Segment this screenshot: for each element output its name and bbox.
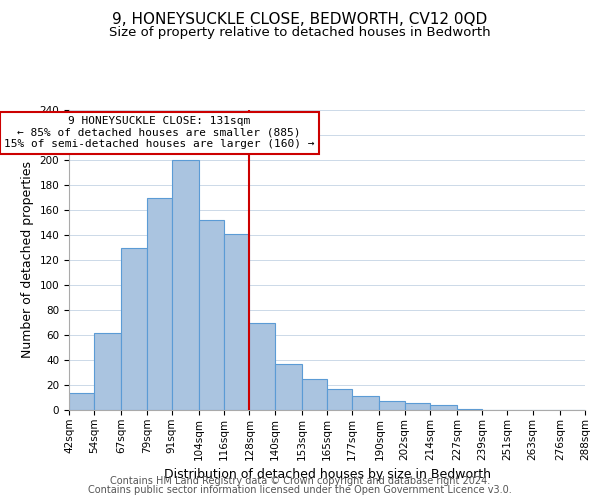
- Bar: [121, 248, 146, 410]
- Bar: [302, 379, 327, 410]
- Bar: [224, 234, 250, 410]
- Bar: [250, 322, 275, 410]
- Bar: [327, 389, 352, 410]
- X-axis label: Distribution of detached houses by size in Bedworth: Distribution of detached houses by size …: [163, 468, 491, 481]
- Text: 9, HONEYSUCKLE CLOSE, BEDWORTH, CV12 0QD: 9, HONEYSUCKLE CLOSE, BEDWORTH, CV12 0QD: [112, 12, 488, 28]
- Text: Contains HM Land Registry data © Crown copyright and database right 2024.: Contains HM Land Registry data © Crown c…: [110, 476, 490, 486]
- Bar: [94, 332, 121, 410]
- Bar: [172, 160, 199, 410]
- Y-axis label: Number of detached properties: Number of detached properties: [21, 162, 34, 358]
- Bar: [199, 220, 224, 410]
- Text: 9 HONEYSUCKLE CLOSE: 131sqm
← 85% of detached houses are smaller (885)
15% of se: 9 HONEYSUCKLE CLOSE: 131sqm ← 85% of det…: [4, 116, 314, 150]
- Bar: [69, 392, 94, 410]
- Text: Size of property relative to detached houses in Bedworth: Size of property relative to detached ho…: [109, 26, 491, 39]
- Bar: [275, 364, 302, 410]
- Bar: [379, 401, 404, 410]
- Bar: [146, 198, 172, 410]
- Bar: [404, 402, 430, 410]
- Bar: [352, 396, 379, 410]
- Bar: [457, 409, 482, 410]
- Bar: [430, 405, 457, 410]
- Text: Contains public sector information licensed under the Open Government Licence v3: Contains public sector information licen…: [88, 485, 512, 495]
